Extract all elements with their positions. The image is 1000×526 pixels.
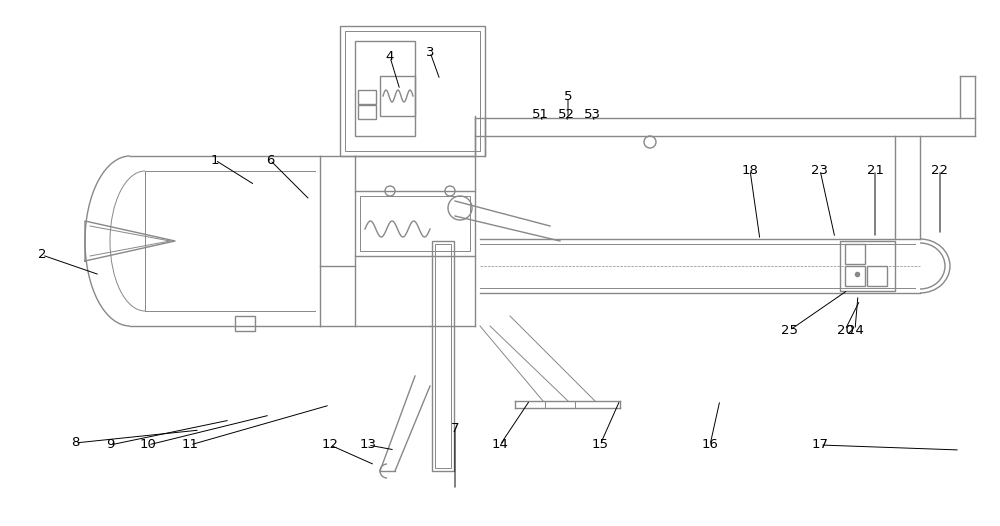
Bar xyxy=(380,76,415,116)
Bar xyxy=(845,244,865,264)
Text: 52: 52 xyxy=(558,108,574,122)
Text: 5: 5 xyxy=(564,90,572,104)
Text: 20: 20 xyxy=(837,323,853,337)
Text: 23: 23 xyxy=(812,164,828,177)
Text: 16: 16 xyxy=(702,439,718,451)
Text: 4: 4 xyxy=(386,50,394,64)
Bar xyxy=(435,244,451,468)
Text: 25: 25 xyxy=(782,323,798,337)
Text: 53: 53 xyxy=(584,108,600,122)
Bar xyxy=(235,316,255,331)
Text: 13: 13 xyxy=(360,439,376,451)
Text: 2: 2 xyxy=(38,248,46,261)
Text: 14: 14 xyxy=(492,439,508,451)
Bar xyxy=(345,31,480,151)
Text: 18: 18 xyxy=(742,164,758,177)
Bar xyxy=(340,26,485,156)
Bar xyxy=(845,266,865,286)
Text: 22: 22 xyxy=(932,164,948,177)
Text: 6: 6 xyxy=(266,154,274,167)
Text: 10: 10 xyxy=(140,439,156,451)
Bar xyxy=(355,191,475,256)
Bar xyxy=(840,241,895,291)
Text: 11: 11 xyxy=(182,439,198,451)
Text: 7: 7 xyxy=(451,421,459,434)
Bar xyxy=(432,241,454,471)
Text: 15: 15 xyxy=(592,439,608,451)
Text: 3: 3 xyxy=(426,46,434,58)
Text: 1: 1 xyxy=(211,154,219,167)
Bar xyxy=(358,90,376,104)
Text: 21: 21 xyxy=(866,164,884,177)
Text: 24: 24 xyxy=(847,323,863,337)
Bar xyxy=(867,266,887,286)
Bar xyxy=(355,41,415,136)
Bar xyxy=(358,105,376,119)
Text: 9: 9 xyxy=(106,439,114,451)
Text: 51: 51 xyxy=(532,108,548,122)
Text: 12: 12 xyxy=(322,439,338,451)
Text: 8: 8 xyxy=(71,437,79,450)
Bar xyxy=(360,196,470,251)
Text: 17: 17 xyxy=(812,439,828,451)
